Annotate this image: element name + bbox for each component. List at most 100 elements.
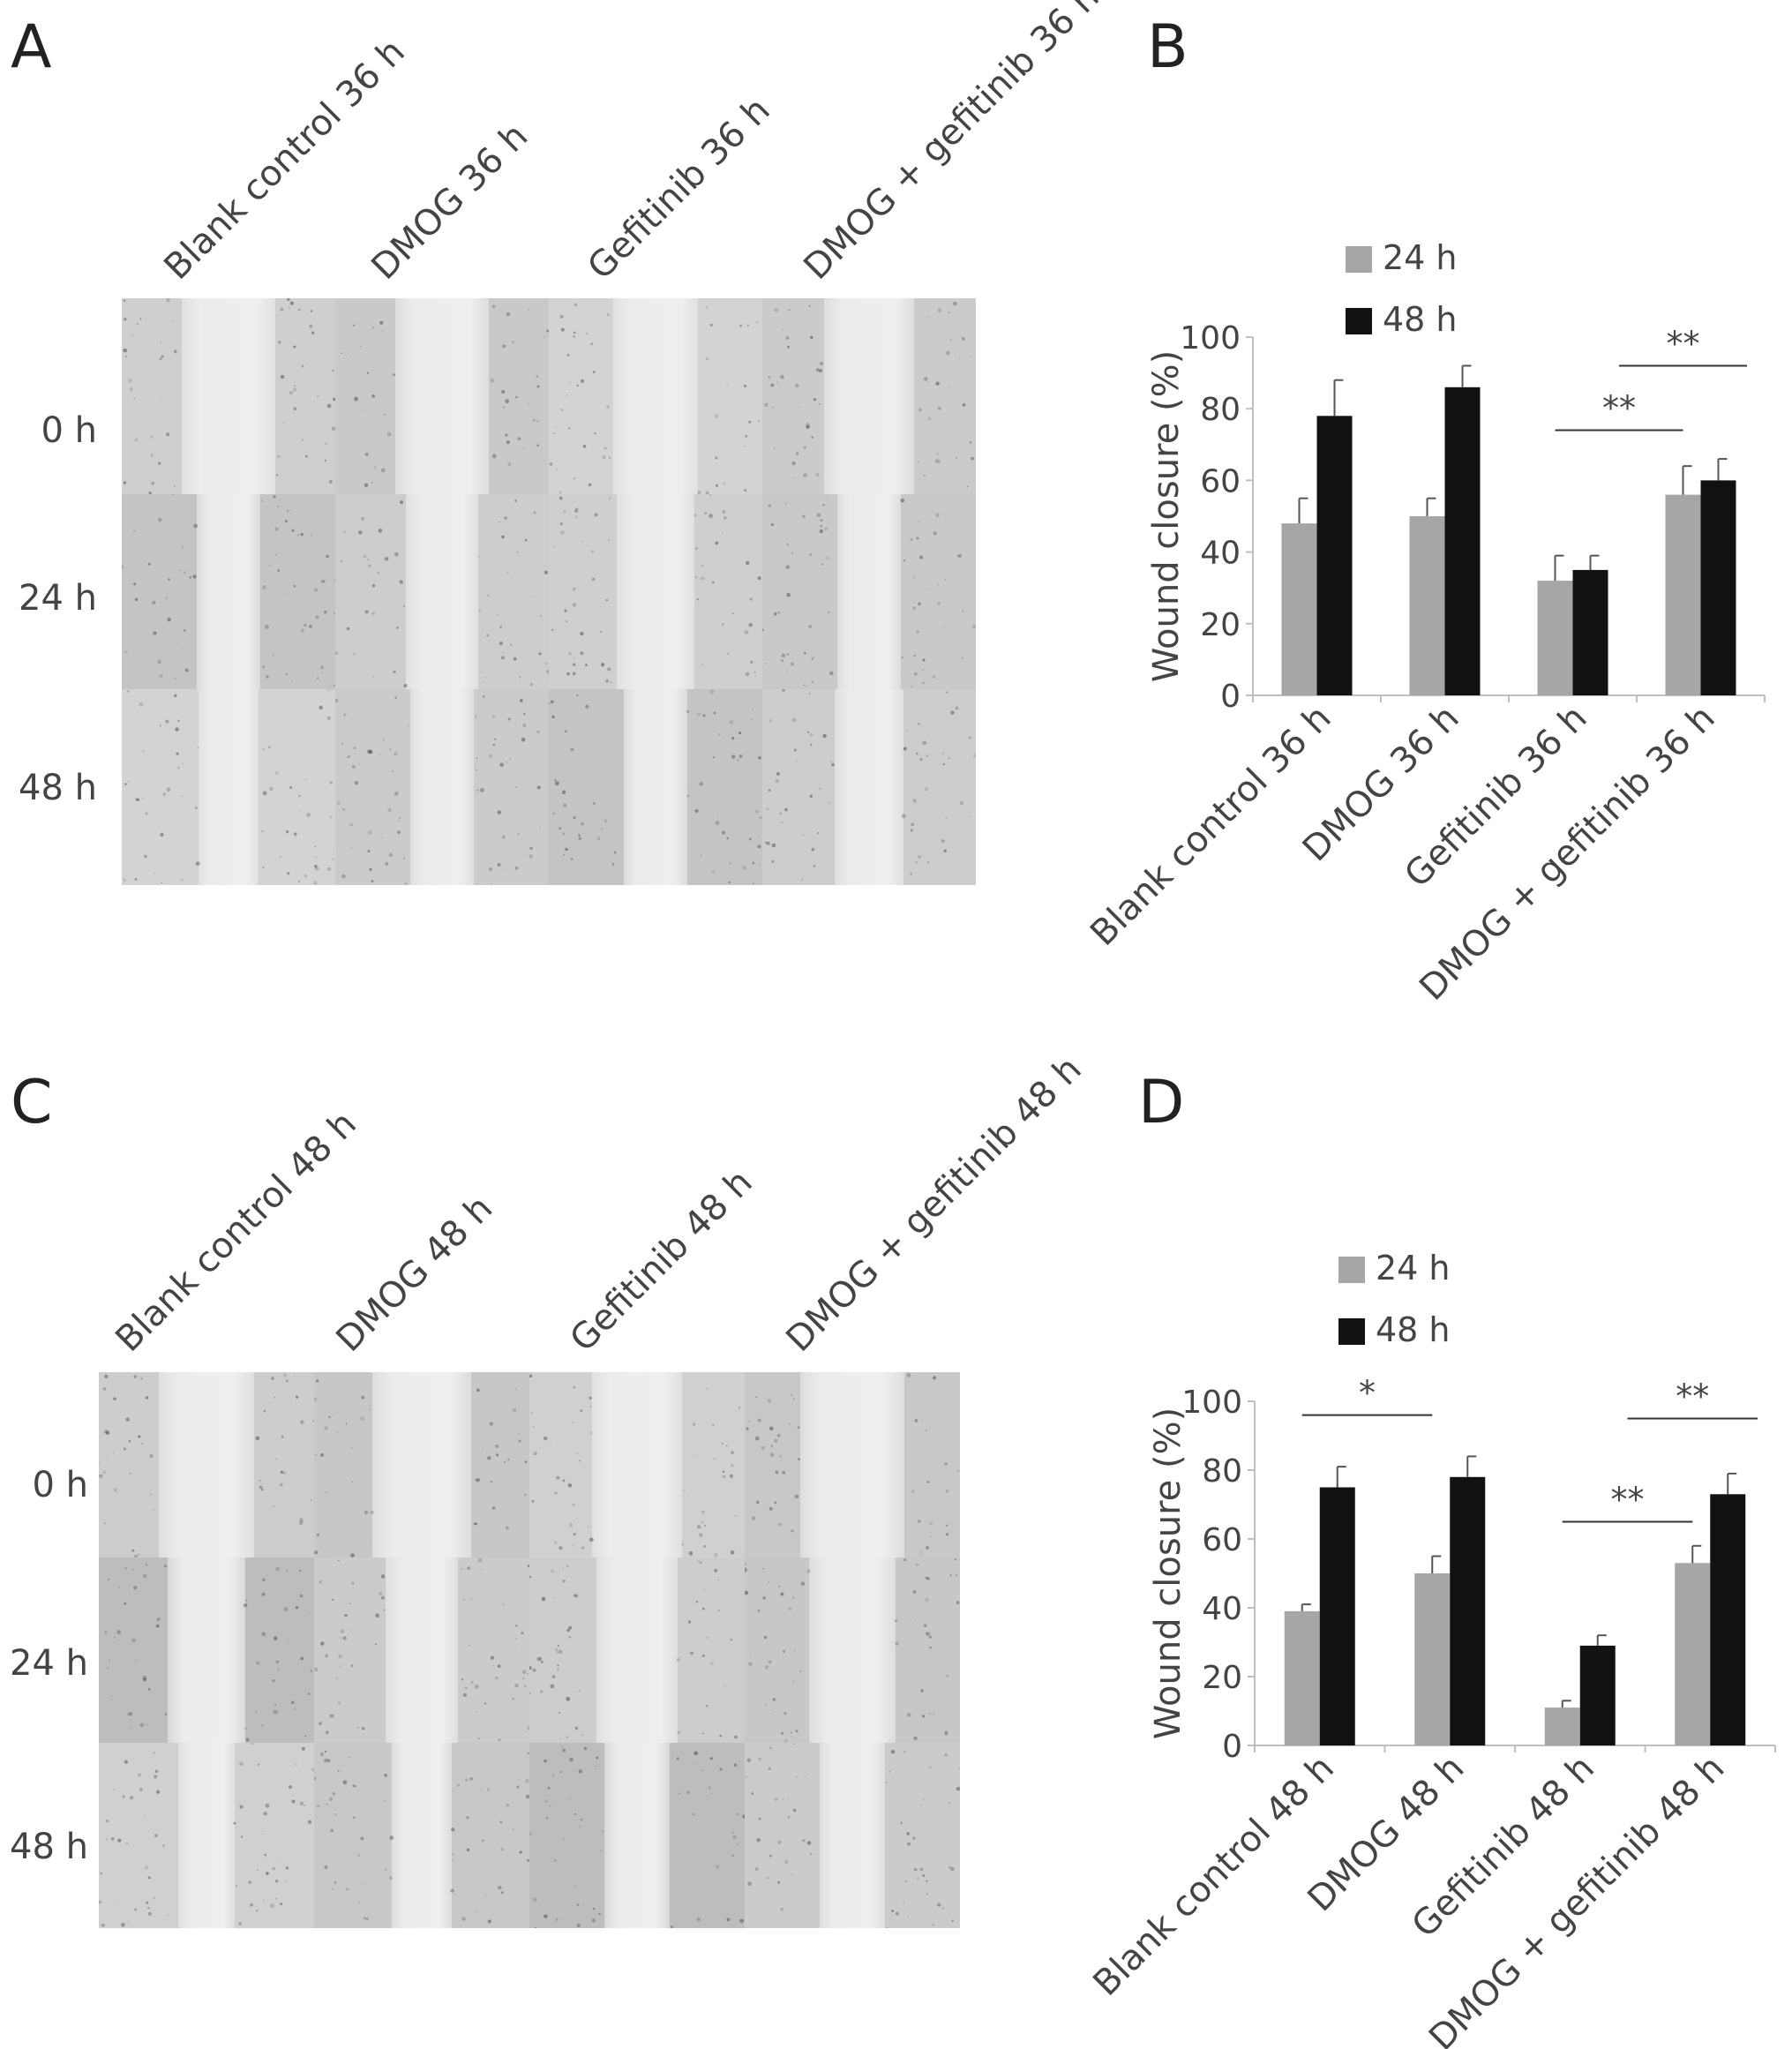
cell-speckles [123, 298, 335, 494]
panel-letter-c: C [11, 1068, 53, 1137]
wound-gap [394, 298, 490, 494]
wound-gap [596, 1557, 679, 1743]
legend-swatch [1346, 308, 1372, 334]
y-tick-label: 60 [1202, 1522, 1242, 1558]
y-tick-label: 40 [1200, 536, 1241, 572]
bar-48h [1319, 1487, 1355, 1745]
column-label: Gefitinib 36 h [580, 89, 778, 288]
category-label: Blank control 36 h [1083, 698, 1338, 954]
micrograph-tile [529, 1372, 745, 1557]
bar-48h [1572, 569, 1608, 695]
cell-speckles [99, 1743, 314, 1927]
cell-speckles [340, 304, 549, 489]
bar-48h [1450, 1476, 1486, 1745]
row-label: 24 h [10, 1643, 88, 1684]
column-label: DMOG 48 h [328, 1188, 501, 1360]
y-axis-label: Wound closure (%) [1146, 350, 1187, 682]
wound-gap [591, 1372, 683, 1557]
wound-gap [385, 1557, 459, 1743]
row-label: 48 h [19, 768, 97, 808]
bar-24h [1284, 1610, 1320, 1745]
micrograph-tile [335, 493, 549, 690]
bar-24h [1414, 1573, 1451, 1745]
wound-gap [199, 689, 259, 885]
cell-speckles [99, 1373, 314, 1557]
wound-gap [800, 1372, 904, 1557]
wound-gap [623, 689, 688, 885]
y-tick-label: 40 [1202, 1591, 1242, 1627]
column-label: DMOG + gefitinib 36 h [796, 0, 1107, 288]
cell-speckles [104, 1564, 313, 1742]
y-tick-label: 80 [1202, 1453, 1242, 1490]
wound-gap [178, 1743, 235, 1928]
cell-speckles [551, 493, 761, 684]
micrograph-tile [549, 493, 762, 690]
column-label: Gefitinib 48 h [562, 1161, 761, 1360]
significance-label: ** [1667, 324, 1700, 363]
bar-24h [1544, 1708, 1580, 1745]
y-tick-label: 80 [1200, 392, 1241, 428]
micrograph-tile [762, 298, 976, 494]
bar-24h [1409, 516, 1445, 695]
wound-gap [168, 1557, 245, 1743]
legend-swatch [1338, 1257, 1365, 1283]
wound-gap [409, 689, 475, 885]
cell-speckles [745, 1558, 960, 1743]
y-axis-label: Wound closure (%) [1148, 1407, 1188, 1739]
y-tick-label: 0 [1220, 679, 1241, 715]
y-tick-label: 0 [1222, 1729, 1242, 1765]
cell-speckles [529, 1746, 745, 1928]
panel-letter-a: A [11, 12, 52, 82]
micrograph-tile [745, 1743, 960, 1928]
micrograph-grid-a [122, 298, 976, 885]
row-label: 0 h [32, 1465, 88, 1505]
significance-label: ** [1676, 1377, 1709, 1416]
y-tick-label: 60 [1200, 463, 1241, 499]
bar-24h [1537, 581, 1573, 695]
y-tick-label: 20 [1200, 607, 1241, 643]
micrograph-tile [745, 1372, 960, 1557]
micrograph-tile [762, 689, 976, 885]
wound-gap [820, 1743, 885, 1928]
y-tick-label: 100 [1180, 320, 1241, 357]
cell-speckles [123, 689, 335, 885]
y-tick-label: 100 [1181, 1385, 1242, 1421]
micrograph-tile [314, 1743, 529, 1928]
significance-label: ** [1611, 1481, 1645, 1520]
cell-speckles [765, 689, 976, 882]
cell-speckles [762, 498, 976, 687]
cell-speckles [764, 301, 974, 488]
wound-gap [612, 298, 699, 494]
micrograph-grid-c [99, 1372, 960, 1928]
category-label: Blank control 48 h [1085, 1748, 1341, 2004]
cell-speckles [745, 1743, 960, 1928]
bar-24h [1281, 523, 1317, 695]
wound-gap [159, 1372, 254, 1557]
micrograph-tile [99, 1557, 314, 1743]
micrograph-tile [122, 493, 335, 690]
column-label: Blank control 48 h [108, 1103, 364, 1360]
column-label: DMOG + gefitinib 48 h [778, 1048, 1090, 1360]
wound-gap [617, 493, 694, 690]
legend-label: 48 h [1376, 1310, 1451, 1349]
micrograph-tile [314, 1372, 529, 1557]
row-label: 24 h [19, 578, 97, 619]
wound-gap [371, 1372, 472, 1557]
micrograph-tile [122, 689, 335, 885]
legend-label: 48 h [1383, 300, 1458, 339]
micrograph-tile [529, 1557, 745, 1743]
panel-letter-d: D [1138, 1068, 1185, 1137]
bar-48h [1444, 387, 1481, 695]
cell-speckles [314, 1750, 529, 1924]
legend-swatch [1338, 1318, 1365, 1345]
panel-letter-b: B [1147, 12, 1188, 82]
wound-gap [809, 1557, 896, 1743]
cell-speckles [335, 695, 542, 885]
bar-48h [1700, 480, 1736, 695]
bar-48h [1579, 1645, 1616, 1745]
micrograph-tile [335, 298, 549, 494]
micrograph-tile [99, 1372, 314, 1557]
cell-speckles [314, 1379, 528, 1557]
wound-gap [405, 493, 479, 690]
micrograph-tile [549, 689, 762, 885]
